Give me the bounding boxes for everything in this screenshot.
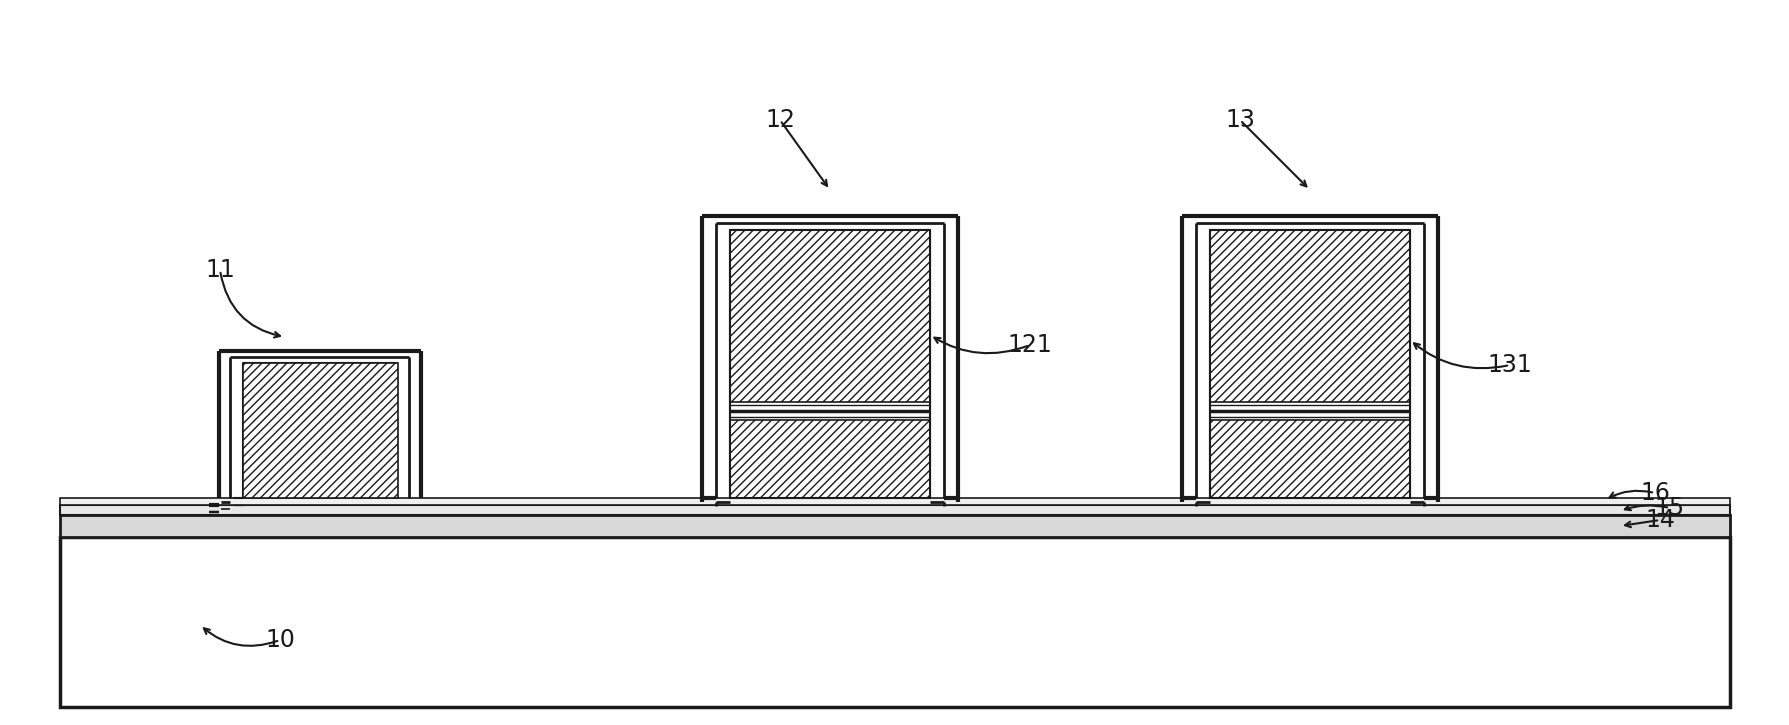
Bar: [243, 363, 397, 498]
Text: 16: 16: [1641, 481, 1669, 505]
Bar: [730, 230, 930, 498]
Text: 10: 10: [265, 628, 295, 652]
Text: 15: 15: [1655, 496, 1685, 520]
Bar: [1209, 420, 1410, 498]
Text: 12: 12: [766, 108, 794, 132]
Bar: [730, 420, 930, 498]
Bar: [61, 505, 1730, 515]
Bar: [730, 402, 930, 420]
Text: 11: 11: [206, 258, 234, 282]
Text: 121: 121: [1007, 333, 1052, 357]
Text: 14: 14: [1646, 508, 1675, 532]
Bar: [730, 230, 930, 498]
Bar: [61, 537, 1730, 707]
Bar: [730, 230, 930, 402]
Bar: [1209, 230, 1410, 498]
Text: 13: 13: [1225, 108, 1254, 132]
Bar: [1209, 230, 1410, 402]
Text: 131: 131: [1488, 353, 1533, 377]
Bar: [1209, 402, 1410, 420]
Bar: [1209, 230, 1410, 498]
Bar: [61, 498, 1730, 505]
Bar: [61, 515, 1730, 537]
Bar: [243, 363, 397, 498]
